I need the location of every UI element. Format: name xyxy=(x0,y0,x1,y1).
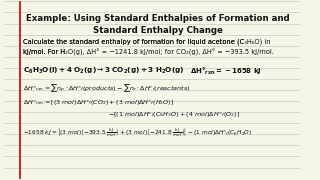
Text: $-[(1\ mol)\Delta H°_f(C_6H_3O) + (4\ mol)\Delta H°_f(O_2)]$: $-[(1\ mol)\Delta H°_f(C_6H_3O) + (4\ mo… xyxy=(108,110,240,119)
Text: $\mathbf{C_6H_3O(l) + 4\ O_2(g) \rightarrow 3\ CO_2(g) + 3\ H_2O(g)}$: $\mathbf{C_6H_3O(l) + 4\ O_2(g) \rightar… xyxy=(23,66,185,76)
Text: Standard Enthalpy Change: Standard Enthalpy Change xyxy=(93,26,223,35)
Text: $\mathbf{\Delta H°_{rxn} = -1658\ kJ}$: $\mathbf{\Delta H°_{rxn} = -1658\ kJ}$ xyxy=(190,66,262,77)
Text: $-1658\ kJ = \left[(3\ mol)\left(-393.5\ \frac{kJ}{mol}\right) + (3\ mol)\left(-: $-1658\ kJ = \left[(3\ mol)\left(-393.5\… xyxy=(23,126,253,139)
Text: Example: Using Standard Enthalpies of Formation and: Example: Using Standard Enthalpies of Fo… xyxy=(26,14,290,23)
Text: kJ/mol. For H₂O(g), ΔH° = −1241.8 kJ/mol; for CO₂(g), ΔH° = −393.5 kJ/mol.: kJ/mol. For H₂O(g), ΔH° = −1241.8 kJ/mol… xyxy=(23,49,274,57)
Text: kJ/mol. For H: kJ/mol. For H xyxy=(23,49,66,55)
Text: Calculate the standard enthalpy of formation for liquid acetone (C₃H₆O) in: Calculate the standard enthalpy of forma… xyxy=(23,39,271,45)
Text: $\Delta H°_{rxn} = \sum n_p \cdot \Delta H°_f(products) - \sum n_r \cdot \Delta : $\Delta H°_{rxn} = \sum n_p \cdot \Delta… xyxy=(23,82,191,94)
Text: Calculate the standard enthalpy of formation for liquid acetone (C: Calculate the standard enthalpy of forma… xyxy=(23,39,245,45)
Text: $\Delta H°_{rxn} = [(3\ mol)\Delta H°_f(CO_2) + (3\ mol)\Delta H°_f(H_2O)]$: $\Delta H°_{rxn} = [(3\ mol)\Delta H°_f(… xyxy=(23,98,175,107)
